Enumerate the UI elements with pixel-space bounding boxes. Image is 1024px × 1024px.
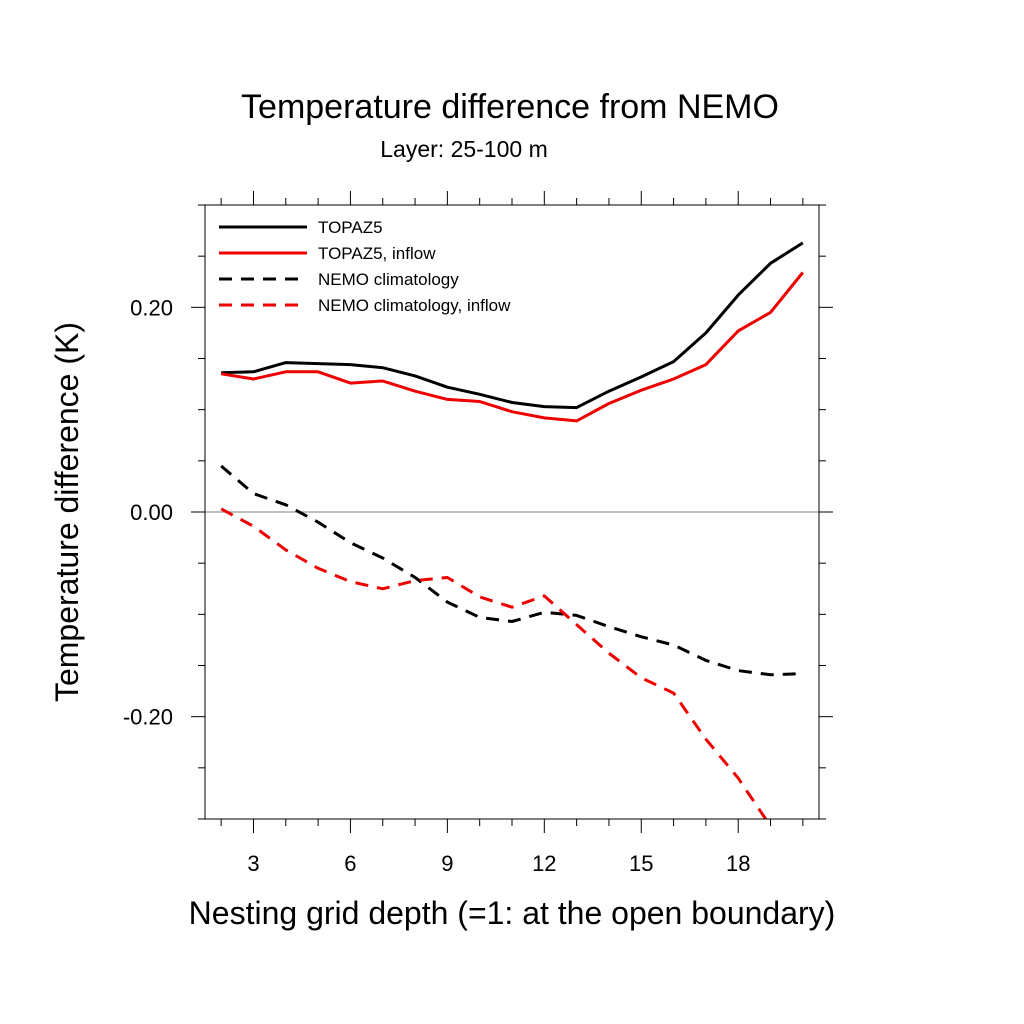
x-tick-label: 6 xyxy=(344,851,356,876)
y-tick-label: 0.00 xyxy=(130,500,173,525)
x-tick-label: 12 xyxy=(532,851,556,876)
y-tick-label: -0.20 xyxy=(123,705,173,730)
legend-label-2: TOPAZ5, inflow xyxy=(318,244,436,263)
series-line-3 xyxy=(220,464,803,677)
series-line-2 xyxy=(220,271,804,423)
x-tick-label: 9 xyxy=(441,851,453,876)
legend-label-3: NEMO climatology xyxy=(318,270,459,289)
series-line-4 xyxy=(220,507,768,819)
x-tick-label: 15 xyxy=(629,851,653,876)
chart-title: Temperature difference from NEMO xyxy=(241,88,779,126)
y-tick-label: 0.20 xyxy=(130,295,173,320)
y-axis-label: Temperature difference (K) xyxy=(49,322,85,702)
legend-label-4: NEMO climatology, inflow xyxy=(318,296,511,315)
x-tick-label: 3 xyxy=(247,851,259,876)
x-axis-label: Nesting grid depth (=1: at the open boun… xyxy=(189,895,836,931)
chart-subtitle: Layer: 25-100 m xyxy=(380,136,548,162)
series-line-1 xyxy=(221,241,804,410)
legend-label-1: TOPAZ5 xyxy=(318,218,383,237)
x-tick-label: 18 xyxy=(726,851,750,876)
